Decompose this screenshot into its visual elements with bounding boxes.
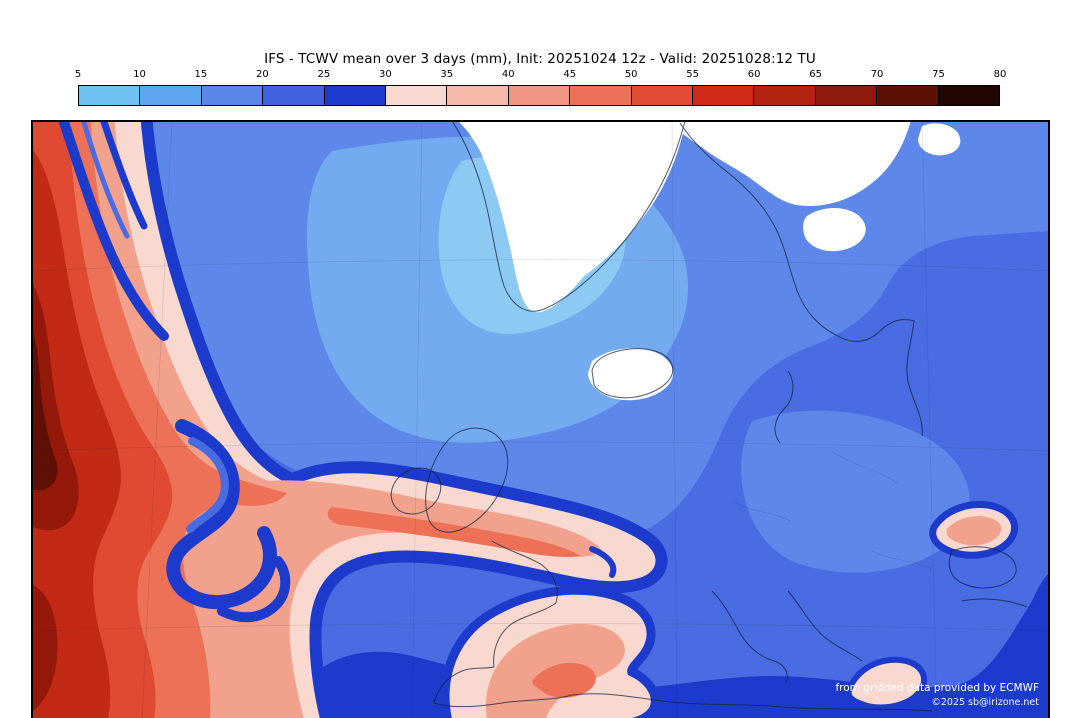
secondary-moist-patches (440, 501, 1019, 718)
colorbar-tick-label: 30 (378, 69, 392, 80)
tcwv-map (32, 121, 1049, 718)
colorbar-segment (815, 86, 878, 105)
colorbar-tick-label: 10 (133, 69, 146, 80)
colorbar-segment (140, 86, 202, 105)
colorbar-segment (570, 86, 632, 105)
coastlines (390, 121, 1028, 712)
colorbar-tick-label: 70 (870, 69, 884, 80)
map-canvas: from gridded data provided by ECMWF ©202… (31, 120, 1050, 718)
colorbar-segment (693, 86, 755, 105)
map-border (32, 121, 1049, 718)
dry-intrusion-filaments (58, 121, 617, 623)
greenland-icecap (458, 121, 686, 313)
colorbar-segment (877, 86, 939, 105)
colorbar-tick-label: 65 (809, 69, 822, 80)
colorbar-segments (78, 85, 1000, 106)
colorbar-segment (631, 86, 694, 105)
chart-title: IFS - TCWV mean over 3 days (mm), Init: … (264, 51, 816, 67)
colorbar-tick-label: 25 (317, 69, 331, 80)
iceland (588, 348, 674, 401)
colorbar-segment (324, 86, 387, 105)
colorbar-segment (201, 86, 264, 105)
colorbar-tick-label: 80 (993, 69, 1007, 80)
colorbar-segment (79, 86, 141, 105)
colorbar-tick-label: 35 (440, 69, 454, 80)
data-provider-credit: from gridded data provided by ECMWF (835, 682, 1039, 695)
colorbar-tick-label: 55 (686, 69, 700, 80)
below-range-white-areas (458, 121, 961, 401)
colorbar-tick-label: 5 (74, 69, 82, 80)
colorbar-ticks: 5 10 15 20 25 30 35 40 45 50 55 60 65 70 75 80 (74, 69, 1007, 82)
colorbar-tick-label: 20 (256, 69, 269, 80)
colorbar-segment (754, 86, 816, 105)
colorbar-segment (447, 86, 509, 105)
credits: from gridded data provided by ECMWF ©202… (835, 680, 1039, 711)
graticule (32, 121, 1049, 718)
scandinavia-dry-area (667, 121, 911, 206)
copyright-credit: ©2025 sb@irizone.net (931, 697, 1039, 709)
colorbar-segment (938, 86, 1000, 105)
colorbar-segment (263, 86, 325, 105)
colorbar-tick-label: 45 (563, 69, 577, 80)
colorbar-tick-label: 75 (932, 69, 945, 80)
colorbar-tick-label: 15 (194, 69, 208, 80)
colorbar-tick-label: 40 (501, 69, 515, 80)
country-borders (591, 450, 933, 592)
colorbar-segment (386, 86, 448, 105)
colorbar-segment (508, 86, 571, 105)
colorbar-tick-label: 50 (624, 69, 638, 80)
colorbar-tick-label: 60 (747, 69, 761, 80)
colorbar: 5 10 15 20 25 30 35 40 45 50 55 60 65 70 75 80 (74, 69, 1007, 106)
